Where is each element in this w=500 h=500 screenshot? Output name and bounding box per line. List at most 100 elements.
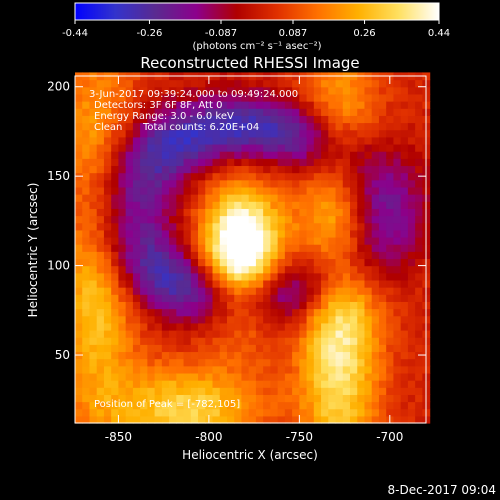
heatmap-cell [292,236,300,245]
heatmap-cell [226,308,235,317]
heatmap-cell [386,194,395,202]
heatmap-cell [284,287,293,295]
heatmap-cell [111,272,120,281]
heatmap-cell [89,101,98,109]
heatmap-cell [350,115,358,124]
heatmap-cell [89,136,98,145]
heatmap-cell [270,315,279,324]
heatmap-cell [198,287,206,295]
heatmap-cell [335,101,344,109]
heatmap-cell [415,344,423,353]
heatmap-cell [357,329,366,338]
heatmap-cell [161,394,170,403]
heatmap-cell [241,93,250,102]
heatmap-cell [132,358,141,367]
heatmap-cell [118,143,127,152]
heatmap-cell [226,215,235,224]
heatmap-cell [407,287,416,295]
heatmap-cell [328,194,337,202]
heatmap-cell [350,351,358,360]
heatmap-cell [313,344,322,353]
heatmap-cell [154,158,163,167]
heatmap-cell [400,408,409,417]
heatmap-cell [140,415,148,424]
heatmap-cell [350,165,358,174]
heatmap-cell [263,129,271,138]
heatmap-cell [277,136,286,145]
heatmap-cell [241,294,250,302]
heatmap-cell [169,358,177,367]
heatmap-cell [364,265,373,274]
heatmap-cell [82,215,91,224]
heatmap-cell [357,143,366,152]
heatmap-cell [198,136,206,145]
heatmap-cell [393,172,402,181]
heatmap-cell [342,86,351,95]
heatmap-cell [357,258,366,267]
heatmap-cell [161,201,170,209]
heatmap-cell [357,372,366,381]
heatmap-cell [96,265,105,274]
heatmap-cell [125,351,134,360]
heatmap-cell [255,394,264,403]
heatmap-cell [219,380,228,388]
heatmap-cell [400,358,409,367]
heatmap-cell [75,129,83,138]
heatmap-cell [198,229,206,238]
heatmap-cell [386,351,395,360]
heatmap-cell [364,387,373,395]
heatmap-cell [140,251,148,260]
heatmap-cell [306,122,315,131]
heatmap-cell [306,101,315,109]
heatmap-cell [89,337,98,345]
heatmap-cell [400,315,409,324]
heatmap-cell [378,101,387,109]
heatmap-cell [212,165,221,174]
heatmap-cell [321,372,329,381]
heatmap-cell [378,251,387,260]
heatmap-cell [328,272,337,281]
heatmap-cell [241,86,250,95]
heatmap-cell [378,201,387,209]
heatmap-cell [386,294,395,302]
heatmap-cell [415,408,423,417]
heatmap-cell [364,122,373,131]
heatmap-cell [154,322,163,331]
heatmap-cell [205,165,214,174]
heatmap-cell [183,244,192,252]
heatmap-cell [169,372,177,381]
heatmap-cell [284,79,293,88]
heatmap-cell [400,244,409,252]
heatmap-cell [292,194,300,202]
heatmap-cell [96,408,105,417]
heatmap-cell [400,308,409,317]
heatmap-cell [132,215,141,224]
heatmap-cell [212,265,221,274]
heatmap-cell [321,194,329,202]
heatmap-cell [111,93,120,102]
heatmap-cell [263,301,271,310]
heatmap-cell [140,143,148,152]
heatmap-cell [96,179,105,188]
heatmap-cell [103,108,112,116]
heatmap-cell [299,236,308,245]
heatmap-cell [321,322,329,331]
heatmap-cell [89,244,98,252]
heatmap-cell [234,279,243,288]
heatmap-cell [263,172,271,181]
heatmap-cell [190,294,199,302]
heatmap-cell [219,265,228,274]
heatmap-cell [299,294,308,302]
heatmap-cell [328,279,337,288]
heatmap-cell [378,158,387,167]
heatmap-cell [357,315,366,324]
heatmap-cell [183,93,192,102]
heatmap-cell [284,337,293,345]
heatmap-cell [335,308,344,317]
heatmap-cell [125,129,134,138]
heatmap-cell [198,329,206,338]
heatmap-cell [161,344,170,353]
heatmap-cell [371,194,380,202]
heatmap-cell [103,115,112,124]
heatmap-cell [248,208,257,217]
